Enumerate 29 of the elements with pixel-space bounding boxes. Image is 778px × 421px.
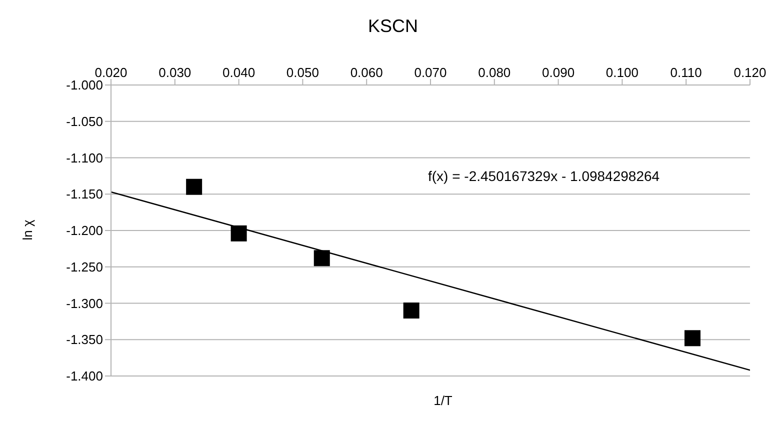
x-tick-label: 0.050 [286,65,319,80]
x-tick-label: 0.120 [734,65,766,80]
x-tick-label: 0.110 [670,65,702,80]
x-tick-label: 0.040 [222,65,256,80]
x-tick-label: 0.020 [94,65,128,80]
y-axis-title: ln χ [20,220,35,240]
x-axis-title: 1/T [432,393,454,408]
y-tick-label: -1.100 [66,150,103,166]
chart-title: KSCN [366,16,419,37]
x-tick-label: 0.100 [606,65,638,80]
x-tick-label: 0.080 [478,65,511,80]
point [230,225,247,242]
point [403,302,420,319]
y-tick-label: -1.150 [66,186,103,202]
annotation: f(x) = -2.450167329x - 1.0984298264 [428,168,660,184]
point [314,250,330,266]
y-tick-label: -1.000 [66,78,103,93]
y-tick-label: -1.300 [66,296,103,311]
y-tick-label: -1.350 [66,332,103,348]
x-tick-label: 0.030 [158,65,192,80]
x-tick-label: 0.070 [414,65,447,80]
y-tick-label: -1.400 [66,368,103,384]
x-tick-label: 0.090 [542,65,575,80]
x-tick-label: 0.060 [350,65,383,80]
point [684,330,700,346]
y-tick-label: -1.200 [66,223,103,238]
y-tick-label: -1.250 [66,259,103,274]
point [186,178,202,195]
y-tick-label: -1.050 [66,114,103,129]
